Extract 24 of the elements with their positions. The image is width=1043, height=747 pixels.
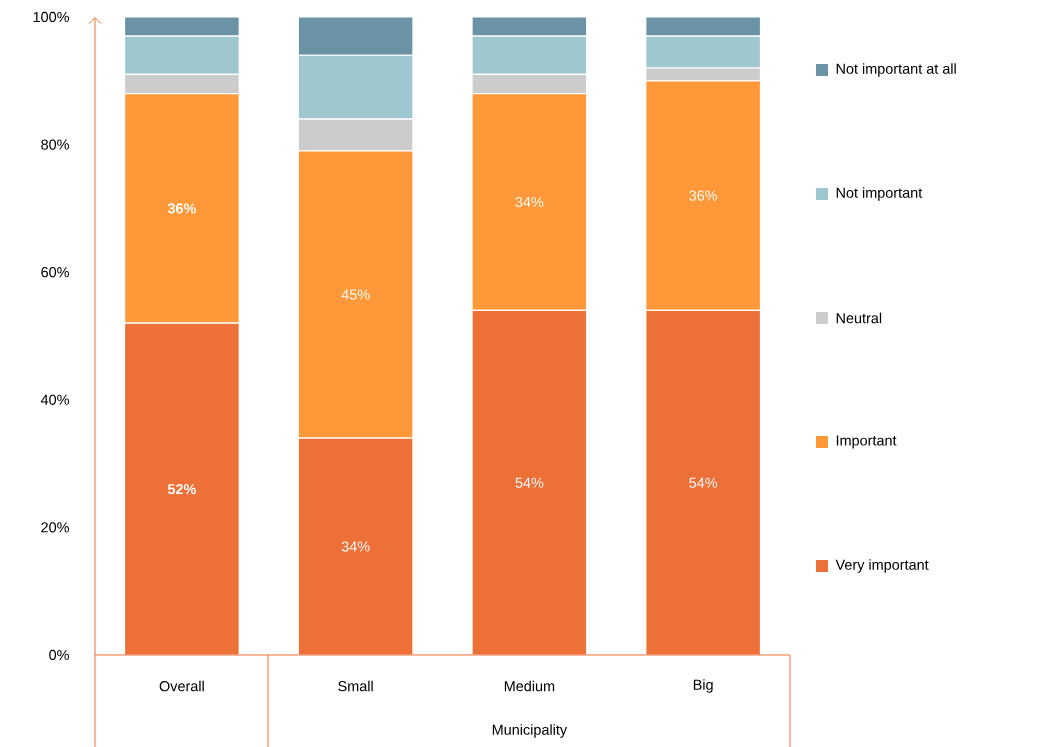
data-label: 36% xyxy=(689,190,718,201)
data-label: 54% xyxy=(515,477,544,488)
data-label: 45% xyxy=(341,289,370,300)
y-tick-label: 100% xyxy=(33,11,69,23)
legend-label: Not important xyxy=(836,187,923,201)
legend-label: Neutral xyxy=(836,312,882,324)
data-label: 34% xyxy=(515,196,544,208)
x-tick-label: Big xyxy=(693,679,713,693)
data-label: 52% xyxy=(167,483,196,495)
y-tick-label: 20% xyxy=(41,522,69,533)
data-label: 36% xyxy=(167,203,196,214)
legend-label: Very important xyxy=(835,559,929,573)
y-tick-label: 0% xyxy=(49,649,69,661)
y-tick-label: 80% xyxy=(41,139,69,150)
x-axis-title: Municipality xyxy=(492,724,568,738)
x-tick-label: Small xyxy=(338,680,373,692)
x-tick-label: Overall xyxy=(159,680,204,692)
y-tick-label: 60% xyxy=(41,267,69,278)
legend-label: Important xyxy=(836,435,897,449)
x-tick-label: Medium xyxy=(504,680,555,692)
data-label: 34% xyxy=(341,541,370,552)
y-tick-label: 40% xyxy=(40,394,69,405)
data-label: 54% xyxy=(689,477,718,488)
legend-label: Not important at all xyxy=(836,63,956,77)
